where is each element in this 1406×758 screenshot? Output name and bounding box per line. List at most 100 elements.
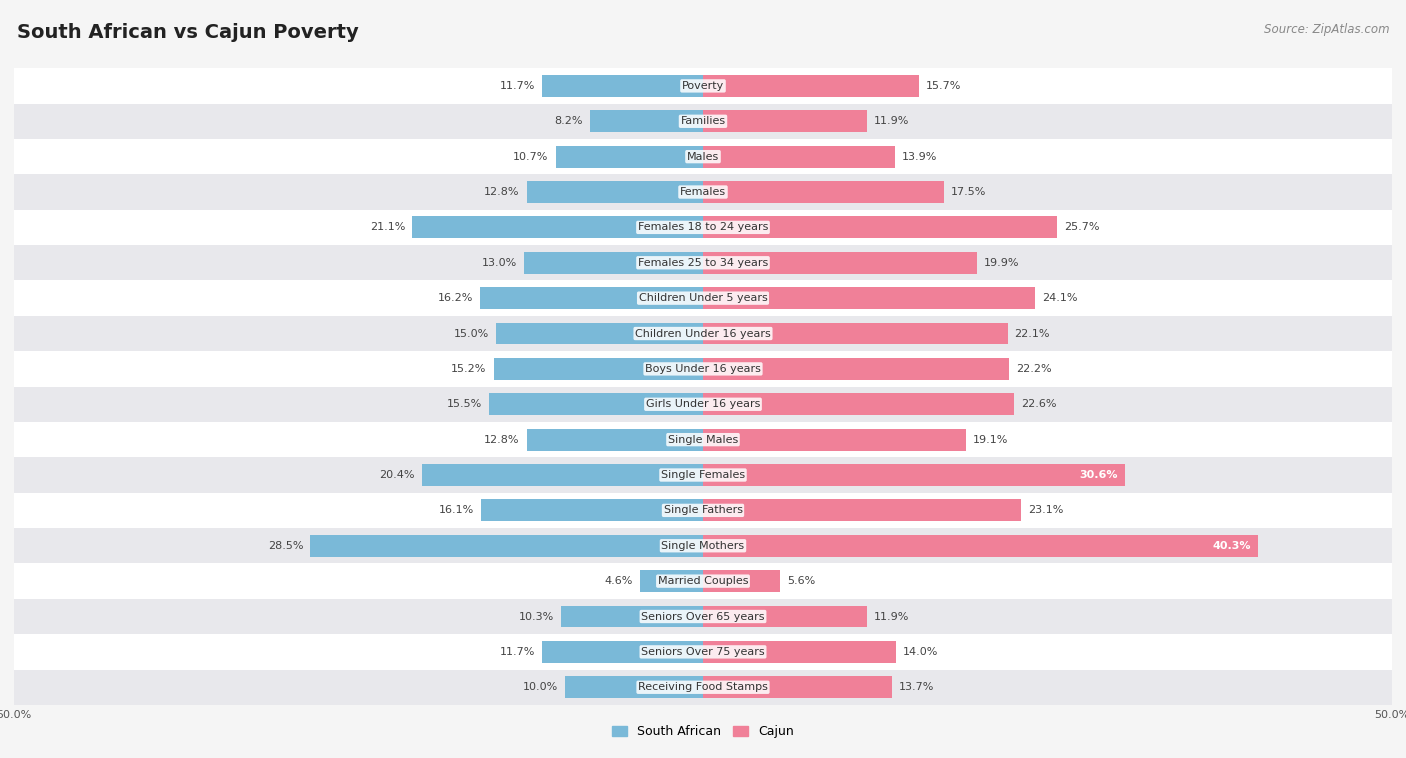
Bar [14, 563, 1392, 599]
Text: Seniors Over 65 years: Seniors Over 65 years [641, 612, 765, 622]
Text: 24.1%: 24.1% [1042, 293, 1077, 303]
Text: Single Females: Single Females [661, 470, 745, 480]
Text: Single Mothers: Single Mothers [661, 540, 745, 551]
Bar [703, 535, 1258, 556]
Bar [703, 323, 1008, 344]
Bar [494, 358, 703, 380]
Text: Poverty: Poverty [682, 81, 724, 91]
Text: 21.1%: 21.1% [370, 222, 405, 233]
Bar [14, 528, 1392, 563]
Text: 20.4%: 20.4% [380, 470, 415, 480]
Text: 17.5%: 17.5% [950, 187, 987, 197]
Bar [703, 570, 780, 592]
Text: Females 18 to 24 years: Females 18 to 24 years [638, 222, 768, 233]
Text: Boys Under 16 years: Boys Under 16 years [645, 364, 761, 374]
Bar [527, 181, 703, 203]
Bar [14, 422, 1392, 457]
Bar [14, 210, 1392, 245]
Text: Families: Families [681, 116, 725, 127]
Bar [14, 245, 1392, 280]
Text: 15.2%: 15.2% [451, 364, 486, 374]
Text: 23.1%: 23.1% [1028, 506, 1063, 515]
Bar [703, 217, 1057, 238]
Text: 19.1%: 19.1% [973, 434, 1008, 445]
Bar [14, 280, 1392, 316]
Bar [14, 669, 1392, 705]
Bar [703, 606, 868, 628]
Bar [489, 393, 703, 415]
Bar [14, 599, 1392, 634]
Bar [703, 146, 894, 168]
Bar [555, 146, 703, 168]
Bar [640, 570, 703, 592]
Text: 10.0%: 10.0% [523, 682, 558, 692]
Bar [703, 429, 966, 450]
Text: Single Fathers: Single Fathers [664, 506, 742, 515]
Text: 11.7%: 11.7% [499, 647, 534, 657]
Text: Seniors Over 75 years: Seniors Over 75 years [641, 647, 765, 657]
Text: 13.7%: 13.7% [898, 682, 934, 692]
Bar [14, 493, 1392, 528]
Bar [527, 429, 703, 450]
Bar [14, 104, 1392, 139]
Bar [703, 252, 977, 274]
Text: 11.9%: 11.9% [875, 116, 910, 127]
Text: 16.1%: 16.1% [439, 506, 474, 515]
Bar [14, 174, 1392, 210]
Text: 4.6%: 4.6% [605, 576, 633, 586]
Text: 15.7%: 15.7% [927, 81, 962, 91]
Bar [14, 316, 1392, 351]
Text: 11.7%: 11.7% [499, 81, 534, 91]
Text: Children Under 5 years: Children Under 5 years [638, 293, 768, 303]
Bar [541, 75, 703, 97]
Text: Married Couples: Married Couples [658, 576, 748, 586]
Text: 30.6%: 30.6% [1080, 470, 1118, 480]
Bar [703, 641, 896, 662]
Text: 8.2%: 8.2% [554, 116, 583, 127]
Bar [591, 111, 703, 132]
Text: 10.3%: 10.3% [519, 612, 554, 622]
Bar [703, 75, 920, 97]
Bar [14, 139, 1392, 174]
Bar [703, 500, 1021, 522]
Text: Males: Males [688, 152, 718, 161]
Bar [311, 535, 703, 556]
Text: 25.7%: 25.7% [1064, 222, 1099, 233]
Bar [703, 181, 945, 203]
Text: Receiving Food Stamps: Receiving Food Stamps [638, 682, 768, 692]
Text: 11.9%: 11.9% [875, 612, 910, 622]
Bar [703, 358, 1010, 380]
Bar [481, 500, 703, 522]
Bar [703, 111, 868, 132]
Text: Females: Females [681, 187, 725, 197]
Bar [14, 387, 1392, 422]
Text: 19.9%: 19.9% [984, 258, 1019, 268]
Text: 16.2%: 16.2% [437, 293, 472, 303]
Text: 15.0%: 15.0% [454, 328, 489, 339]
Text: 15.5%: 15.5% [447, 399, 482, 409]
Text: 13.0%: 13.0% [482, 258, 517, 268]
Text: 12.8%: 12.8% [484, 187, 520, 197]
Text: Single Males: Single Males [668, 434, 738, 445]
Text: 40.3%: 40.3% [1213, 540, 1251, 551]
Bar [14, 634, 1392, 669]
Text: Children Under 16 years: Children Under 16 years [636, 328, 770, 339]
Text: Source: ZipAtlas.com: Source: ZipAtlas.com [1264, 23, 1389, 36]
Bar [14, 351, 1392, 387]
Bar [541, 641, 703, 662]
Text: 5.6%: 5.6% [787, 576, 815, 586]
Bar [412, 217, 703, 238]
Text: South African vs Cajun Poverty: South African vs Cajun Poverty [17, 23, 359, 42]
Text: Females 25 to 34 years: Females 25 to 34 years [638, 258, 768, 268]
Bar [422, 464, 703, 486]
Bar [524, 252, 703, 274]
Bar [561, 606, 703, 628]
Bar [496, 323, 703, 344]
Bar [703, 393, 1014, 415]
Text: 14.0%: 14.0% [903, 647, 938, 657]
Bar [703, 287, 1035, 309]
Bar [703, 464, 1125, 486]
Legend: South African, Cajun: South African, Cajun [607, 720, 799, 744]
Text: 22.1%: 22.1% [1014, 328, 1050, 339]
Text: 22.2%: 22.2% [1015, 364, 1052, 374]
